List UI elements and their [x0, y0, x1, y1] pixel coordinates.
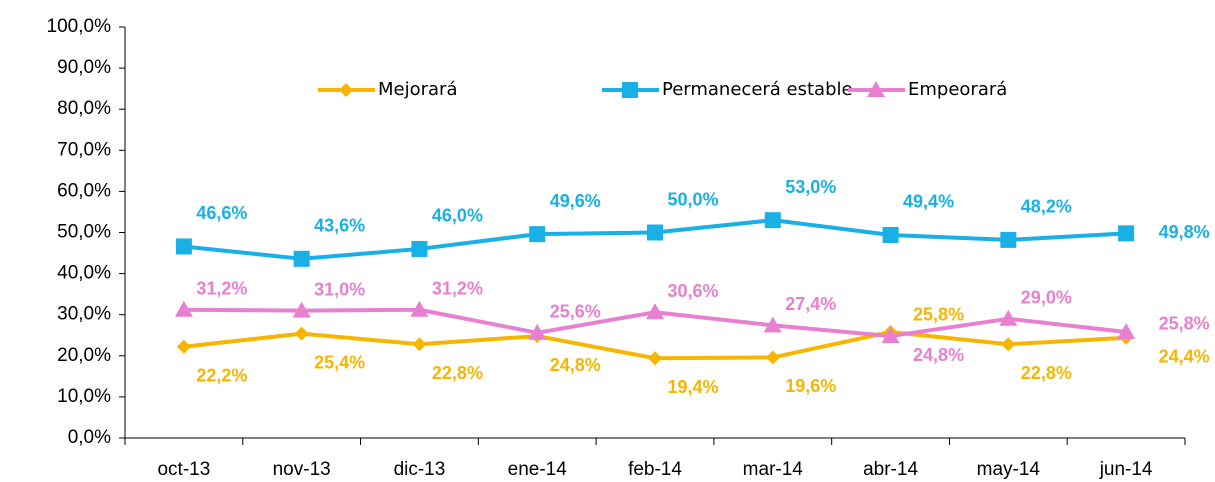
value-label: 22,2%	[196, 366, 247, 386]
point	[174, 300, 193, 317]
y-tick-label: 30,0%	[57, 304, 111, 325]
y-tick-label: 100,0%	[47, 16, 112, 37]
point	[411, 240, 428, 257]
x-tick-label: mar-14	[743, 459, 804, 480]
value-label: 19,4%	[667, 377, 718, 397]
y-tick-label: 70,0%	[57, 139, 111, 160]
y-tick-label: 90,0%	[57, 57, 111, 78]
value-label: 29,0%	[1021, 288, 1072, 308]
point	[528, 323, 547, 340]
value-label: 25,6%	[550, 302, 601, 322]
y-tick-label: 50,0%	[57, 222, 111, 243]
value-label: 49,4%	[903, 192, 954, 212]
value-label: 19,6%	[785, 376, 836, 396]
y-tick-label: 20,0%	[57, 345, 111, 366]
value-label: 31,2%	[432, 279, 483, 299]
point	[1001, 337, 1016, 352]
x-tick-label: feb-14	[628, 459, 682, 480]
value-label: 50,0%	[667, 189, 718, 209]
value-label: 31,2%	[196, 279, 247, 299]
point	[294, 326, 309, 341]
y-tick-label: 40,0%	[57, 263, 111, 284]
legend-label: Mejorará	[378, 79, 457, 100]
value-label: 30,6%	[667, 281, 718, 301]
point	[882, 226, 899, 243]
value-label: 22,8%	[1021, 363, 1072, 383]
value-label: 43,6%	[314, 216, 365, 236]
x-tick-label: oct-13	[157, 459, 210, 480]
point	[176, 339, 191, 354]
value-label: 49,8%	[1159, 222, 1210, 242]
x-tick-label: jun-14	[1099, 459, 1153, 480]
value-label: 25,4%	[314, 352, 365, 372]
point	[175, 238, 192, 255]
y-tick-label: 0,0%	[68, 427, 111, 448]
point	[881, 327, 900, 344]
value-label: 22,8%	[432, 363, 483, 383]
x-tick-label: ene-14	[508, 459, 568, 480]
value-label: 46,6%	[196, 203, 247, 223]
value-label: 24,8%	[913, 345, 964, 365]
value-label: 25,8%	[1159, 314, 1210, 334]
point	[648, 351, 662, 366]
point	[646, 303, 664, 320]
point	[1118, 225, 1135, 242]
legend-label: Empeorará	[908, 79, 1007, 100]
x-tick-label: dic-13	[394, 459, 446, 480]
value-label: 31,0%	[314, 279, 365, 299]
point	[1117, 322, 1136, 339]
value-label: 27,4%	[785, 294, 836, 314]
point	[1000, 231, 1017, 248]
y-tick-label: 60,0%	[57, 180, 111, 201]
x-tick-label: may-14	[977, 459, 1041, 480]
y-tick-label: 80,0%	[57, 98, 111, 119]
legend-label: Permanecerá estable	[662, 79, 853, 100]
point	[292, 301, 311, 318]
value-label: 53,0%	[785, 177, 836, 197]
x-tick-label: nov-13	[273, 459, 331, 480]
value-label: 25,8%	[913, 305, 964, 325]
value-label: 48,2%	[1021, 197, 1072, 217]
point	[763, 316, 782, 333]
point	[412, 337, 427, 352]
legend-marker	[339, 83, 353, 97]
point	[410, 300, 429, 317]
point	[765, 350, 780, 365]
value-label: 46,0%	[432, 206, 483, 226]
point	[999, 309, 1018, 326]
legend-marker	[867, 81, 885, 97]
legend-marker	[622, 82, 638, 98]
value-label: 49,6%	[550, 191, 601, 211]
point	[293, 250, 310, 267]
value-label: 24,8%	[550, 355, 601, 375]
x-tick-label: abr-14	[863, 459, 918, 480]
y-tick-label: 10,0%	[57, 386, 111, 407]
point	[529, 226, 546, 243]
point	[764, 212, 781, 229]
value-label: 24,4%	[1159, 346, 1210, 366]
point	[647, 224, 663, 241]
